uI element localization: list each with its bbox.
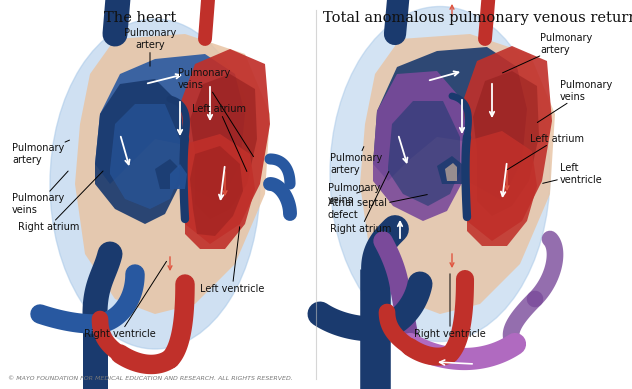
Polygon shape [445, 163, 457, 181]
Text: Pulmonary
artery: Pulmonary artery [330, 147, 382, 175]
Polygon shape [463, 46, 552, 241]
Text: Pulmonary
veins: Pulmonary veins [178, 68, 253, 157]
Text: Total anomalous pulmonary venous return: Total anomalous pulmonary venous return [322, 11, 632, 25]
Ellipse shape [50, 19, 260, 349]
Polygon shape [75, 34, 270, 314]
Text: The heart: The heart [104, 11, 176, 25]
Text: Pulmonary
artery: Pulmonary artery [502, 33, 592, 73]
Text: Atrial septal
defect: Atrial septal defect [328, 194, 427, 220]
Text: Right ventricle: Right ventricle [414, 274, 486, 339]
Polygon shape [373, 71, 467, 221]
Text: Left atrium: Left atrium [192, 104, 247, 172]
Polygon shape [388, 101, 460, 206]
Text: Left atrium: Left atrium [507, 134, 584, 170]
Polygon shape [155, 159, 180, 189]
Polygon shape [473, 71, 539, 216]
Polygon shape [463, 131, 537, 246]
Text: Pulmonary
veins: Pulmonary veins [328, 183, 380, 205]
Polygon shape [360, 34, 555, 314]
Polygon shape [95, 79, 185, 224]
Polygon shape [190, 146, 243, 236]
Polygon shape [180, 49, 270, 244]
Text: Right ventricle: Right ventricle [84, 261, 166, 339]
Text: Right atrium: Right atrium [18, 171, 103, 232]
Polygon shape [170, 164, 187, 189]
Text: Pulmonary
artery: Pulmonary artery [124, 28, 176, 66]
Polygon shape [110, 104, 180, 209]
Text: Pulmonary
artery: Pulmonary artery [12, 140, 70, 165]
Polygon shape [190, 74, 257, 219]
Polygon shape [180, 134, 255, 249]
Text: Right atrium: Right atrium [330, 172, 391, 234]
Text: © MAYO FOUNDATION FOR MEDICAL EDUCATION AND RESEARCH. ALL RIGHTS RESERVED.: © MAYO FOUNDATION FOR MEDICAL EDUCATION … [8, 376, 293, 381]
Polygon shape [95, 54, 245, 204]
Text: Pulmonary
veins: Pulmonary veins [12, 171, 68, 215]
Polygon shape [373, 47, 527, 201]
Text: Pulmonary
veins: Pulmonary veins [537, 80, 612, 123]
Text: Left
ventricle: Left ventricle [543, 163, 603, 185]
Polygon shape [437, 156, 462, 184]
Ellipse shape [330, 7, 550, 342]
Text: Left ventricle: Left ventricle [200, 227, 264, 294]
